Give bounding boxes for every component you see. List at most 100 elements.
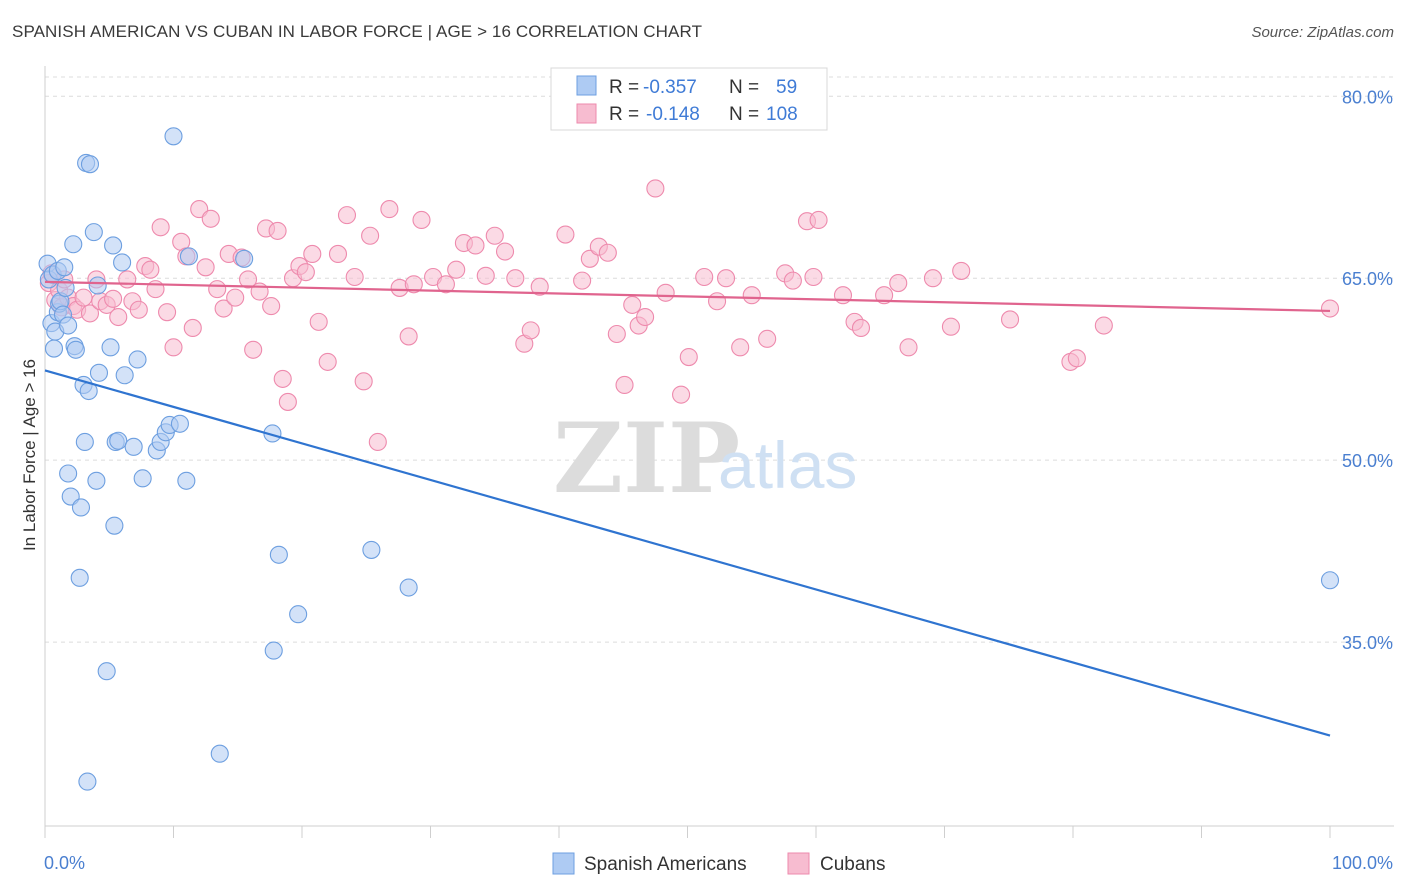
cuban-point	[899, 338, 918, 357]
spanish-american-point	[75, 432, 94, 452]
spanish-american-point	[177, 471, 196, 490]
axes	[44, 66, 1394, 838]
cuban-point	[495, 242, 515, 261]
spanish-american-point	[88, 276, 107, 295]
legend-n-value-1: 59	[776, 77, 797, 98]
legend-r-label-2: R =	[609, 104, 639, 125]
spanish-american-point	[59, 464, 78, 483]
cuban-point	[889, 274, 908, 293]
spanish-american-point	[84, 223, 103, 242]
cuban-point	[783, 271, 802, 290]
watermark-zip: ZIP	[553, 402, 740, 515]
spanish-american-point	[64, 235, 83, 254]
cuban-point	[672, 385, 691, 404]
cuban-point	[158, 303, 177, 322]
trend-lines	[44, 280, 1331, 737]
y-tick-label: 50.0%	[1342, 451, 1393, 471]
spanish-american-point	[89, 363, 109, 382]
legend-swatch-pink	[576, 103, 597, 124]
x-tick-label: 0.0%	[44, 853, 85, 873]
cubans-trend-line	[44, 280, 1331, 313]
spanish-american-point	[113, 253, 132, 272]
stats-legend: R = -0.357 N = 59 R = -0.148 N = 108	[550, 67, 828, 131]
legend-r-value-2: -0.148	[646, 104, 700, 125]
cuban-point	[580, 249, 599, 268]
y-tick-label: 65.0%	[1342, 269, 1393, 289]
cuban-point	[466, 236, 485, 255]
bottom-legend-label-cubans: Cubans	[820, 854, 886, 875]
cuban-point	[851, 318, 871, 337]
spanish-american-point	[289, 605, 308, 624]
spanish-american-point	[124, 437, 143, 456]
cuban-point	[80, 304, 100, 323]
spanish-american-point	[115, 366, 134, 385]
cuban-point	[476, 266, 495, 285]
legend-n-value-2: 108	[766, 104, 798, 125]
cuban-point	[129, 300, 148, 319]
spanish-american-point	[71, 498, 91, 517]
cuban-point	[656, 283, 675, 302]
cuban-point	[607, 324, 626, 344]
spanish-american-point	[210, 744, 229, 763]
x-tick-label: 100.0%	[1332, 853, 1393, 873]
spanish-americans-points	[38, 127, 1340, 791]
spanish-american-point	[109, 431, 128, 450]
spanish-american-point	[59, 316, 78, 335]
cuban-point	[875, 286, 894, 305]
cuban-point	[296, 263, 315, 282]
cuban-point	[118, 270, 137, 289]
cuban-point	[354, 372, 373, 391]
cuban-point	[196, 258, 215, 277]
cuban-point	[190, 200, 209, 219]
cuban-point	[399, 327, 418, 346]
spanish-american-point	[44, 339, 64, 358]
cuban-point	[244, 340, 263, 359]
spanish-american-point	[66, 340, 85, 359]
cuban-point	[573, 271, 592, 290]
cuban-point	[1067, 349, 1086, 368]
cuban-point	[380, 200, 399, 219]
legend-n-label-2: N =	[729, 104, 759, 125]
source-label: Source: ZipAtlas.com	[1251, 24, 1394, 41]
spanish-american-point	[56, 278, 75, 297]
cuban-point	[1320, 299, 1340, 318]
cuban-point	[278, 392, 297, 411]
cuban-point	[412, 210, 431, 230]
bottom-legend-swatch-cubans	[787, 852, 810, 875]
cuban-point	[201, 209, 220, 228]
cuban-point	[268, 221, 287, 240]
spanish-american-point	[235, 249, 254, 268]
legend-r-value-1: -0.357	[643, 77, 697, 98]
cuban-point	[262, 297, 281, 316]
spanish-american-point	[87, 471, 106, 490]
cuban-point	[758, 329, 777, 348]
legend-swatch-blue	[576, 75, 597, 96]
cuban-point	[804, 267, 823, 287]
chart-title: SPANISH AMERICAN VS CUBAN IN LABOR FORCE…	[12, 22, 703, 41]
cuban-point	[337, 206, 357, 225]
cuban-point	[309, 312, 328, 331]
spanish-american-point	[362, 540, 381, 559]
spanish-american-point	[269, 545, 288, 564]
watermark-atlas: atlas	[718, 428, 857, 502]
cuban-point	[809, 210, 828, 230]
spanish-american-point	[399, 578, 418, 597]
cuban-point	[183, 318, 202, 337]
cuban-point	[273, 369, 292, 388]
cuban-point	[303, 244, 322, 264]
spanish-american-point	[264, 641, 283, 660]
cuban-point	[318, 352, 337, 371]
spanish-american-point	[179, 247, 198, 266]
cuban-point	[361, 226, 380, 245]
cuban-point	[368, 432, 387, 452]
cuban-point	[74, 288, 93, 307]
spanish-american-point	[1320, 571, 1340, 590]
cuban-point	[941, 317, 960, 336]
spanish-american-point	[78, 772, 97, 791]
spanish-american-point	[164, 127, 183, 146]
tick-labels: 35.0% 50.0% 65.0% 80.0% 0.0% 100.0%	[44, 87, 1393, 873]
spanish-american-point	[55, 258, 74, 277]
cuban-point	[151, 218, 170, 237]
cuban-point	[1094, 316, 1113, 335]
cuban-point	[328, 244, 348, 264]
